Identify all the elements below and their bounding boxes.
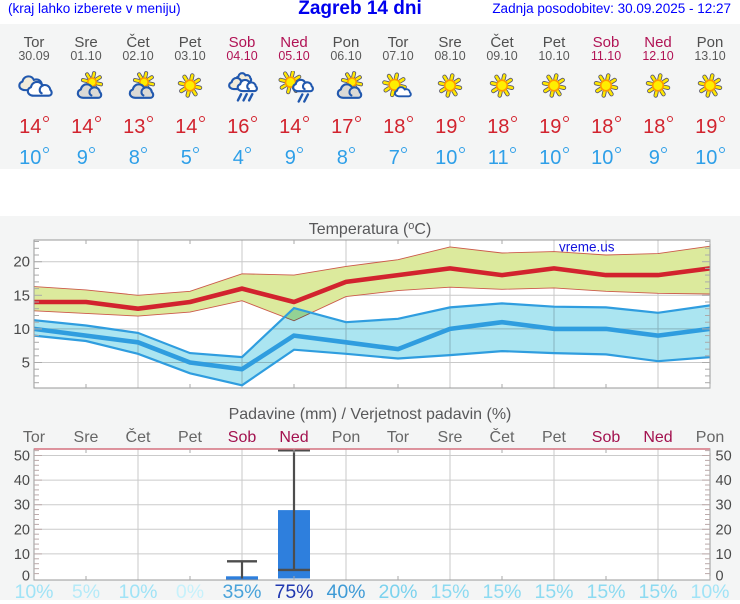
svg-text:40: 40: [14, 473, 30, 489]
svg-text:30: 30: [716, 498, 732, 514]
svg-text:vreme.us: vreme.us: [559, 240, 615, 255]
svg-text:20: 20: [14, 522, 30, 538]
svg-text:0: 0: [716, 569, 724, 585]
svg-text:0: 0: [22, 569, 30, 585]
svg-text:20: 20: [13, 254, 30, 271]
svg-text:15: 15: [13, 287, 30, 304]
svg-text:10: 10: [13, 321, 30, 338]
svg-text:10: 10: [716, 547, 732, 563]
svg-text:50: 50: [14, 449, 30, 465]
svg-text:30: 30: [14, 498, 30, 514]
svg-text:40: 40: [716, 473, 732, 489]
svg-text:50: 50: [716, 449, 732, 465]
svg-text:5: 5: [22, 355, 30, 372]
svg-text:10: 10: [14, 547, 30, 563]
svg-text:20: 20: [716, 522, 732, 538]
